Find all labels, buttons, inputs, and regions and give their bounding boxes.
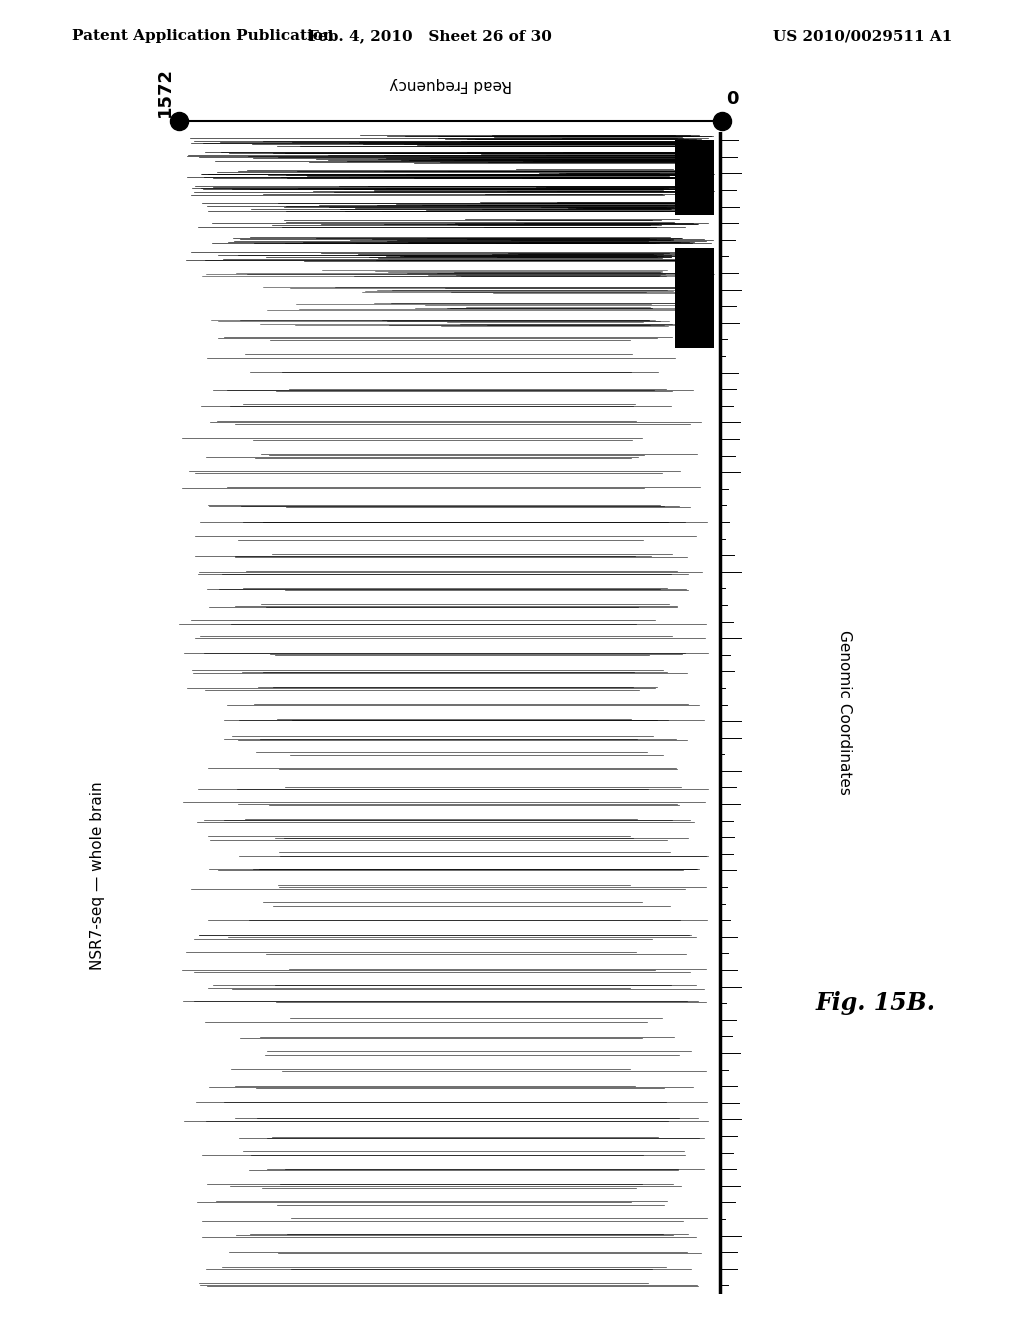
Text: 1572: 1572 [156, 67, 174, 117]
Text: Genomic Coordinates: Genomic Coordinates [838, 631, 852, 795]
Bar [675, 248, 715, 347]
Text: NSR7-seq — whole brain: NSR7-seq — whole brain [90, 781, 104, 970]
Text: US 2010/0029511 A1: US 2010/0029511 A1 [773, 29, 952, 44]
Text: Feb. 4, 2010   Sheet 26 of 30: Feb. 4, 2010 Sheet 26 of 30 [308, 29, 552, 44]
Text: Fig. 15B.: Fig. 15B. [815, 991, 936, 1015]
Bar [675, 140, 715, 215]
Text: Patent Application Publication: Patent Application Publication [72, 29, 334, 44]
Text: Read Frequency: Read Frequency [389, 78, 512, 92]
Text: 0: 0 [726, 90, 738, 108]
